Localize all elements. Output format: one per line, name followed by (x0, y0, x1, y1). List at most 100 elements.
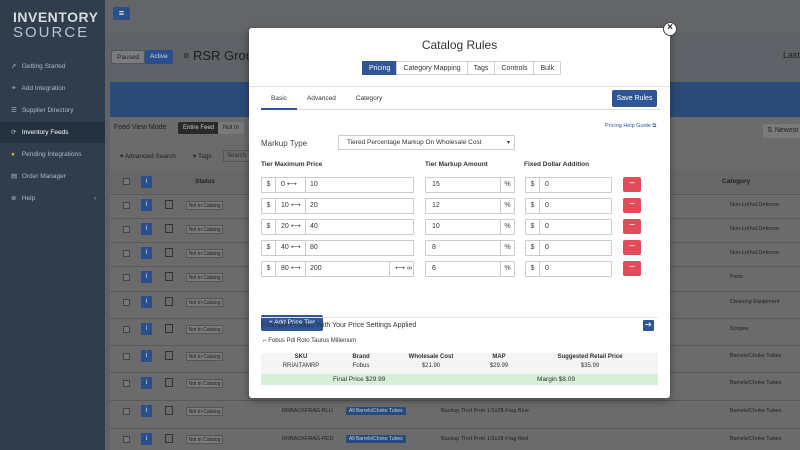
row-checkbox[interactable] (123, 353, 130, 360)
markup-type-select[interactable]: Tiered Percentage Markup On Wholesale Co… (338, 135, 515, 150)
row-checkbox[interactable] (123, 408, 130, 415)
tier-markup-input[interactable]: 12 (432, 202, 440, 209)
tier-min-text: 20 (281, 223, 289, 230)
fixed-dollar-input[interactable]: 0 (545, 202, 549, 209)
row-checkbox[interactable] (123, 326, 130, 333)
remove-tier-button[interactable]: − (623, 219, 641, 234)
sidebar-item-add-integration[interactable]: ⚭ Add Integration (0, 78, 105, 99)
document-icon[interactable] (165, 224, 173, 233)
sidebar-item-supplier-directory[interactable]: ☰ Supplier Directory (0, 100, 105, 121)
hamburger-menu-button[interactable]: ≡ (113, 7, 130, 20)
info-button[interactable]: i (141, 433, 152, 445)
row-checkbox[interactable] (123, 380, 130, 387)
row-checkbox[interactable] (123, 226, 130, 233)
info-button[interactable]: i (141, 350, 152, 362)
row-checkbox[interactable] (123, 299, 130, 306)
tier-max-input[interactable]: 20 (310, 202, 318, 209)
category-column-header[interactable]: Category (722, 178, 751, 185)
info-button[interactable]: i (141, 247, 152, 259)
dollar-addon: $ (526, 262, 540, 276)
info-button[interactable]: i (141, 296, 152, 308)
sort-dropdown[interactable]: ⇅ Newest (763, 124, 800, 138)
sidebar: INVENTORY SOURCE ➚ Getting Started ⚭ Add… (0, 0, 105, 450)
tier-max-input[interactable]: 10 (310, 181, 318, 188)
tier-markup-input[interactable]: 15 (432, 181, 440, 188)
tier-max-input[interactable]: 40 (310, 223, 318, 230)
sidebar-item-inventory-feeds[interactable]: ⟳ Inventory Feeds (0, 122, 105, 143)
info-button[interactable]: i (141, 176, 152, 188)
save-rules-button[interactable]: Save Rules (612, 90, 657, 107)
sort-label: Newest (774, 127, 799, 134)
entire-feed-button[interactable]: Entire Feed (178, 122, 220, 134)
add-price-tier-button[interactable]: + Add Price Tier (261, 315, 323, 331)
table-row[interactable]: i Not In Catalog RRBACKFRAG-RED All Barrels… (110, 428, 800, 449)
category-chip[interactable]: All Barrels/Choke Tubes (346, 407, 406, 415)
tier-min-text: 10 (281, 202, 289, 209)
paused-button[interactable]: Paused (111, 50, 146, 64)
document-icon[interactable] (165, 351, 173, 360)
info-button[interactable]: i (141, 199, 152, 211)
pricing-help-link[interactable]: Pricing Help Guide ⧉ (605, 123, 656, 130)
gear-icon[interactable]: ⚙ (183, 53, 190, 60)
remove-tier-button[interactable]: − (623, 261, 641, 276)
tier-max-input[interactable]: 80 (310, 244, 318, 251)
tab-bulk[interactable]: Bulk (533, 61, 562, 75)
tier-markup-input[interactable]: 8 (432, 244, 436, 251)
tags-dropdown[interactable]: ▾ Tags (193, 153, 212, 160)
not-in-catalog-button[interactable]: Not In (218, 122, 245, 134)
close-modal-button[interactable]: × (663, 22, 677, 36)
fixed-dollar-input[interactable]: 0 (545, 265, 549, 272)
row-checkbox[interactable] (123, 250, 130, 257)
advanced-search-toggle[interactable]: ▾ Advanced Search (120, 153, 177, 160)
feed-title: RSR Grou (193, 48, 253, 63)
modal-title: Catalog Rules (421, 38, 498, 52)
sidebar-item-label: Supplier Directory (21, 107, 74, 114)
tab-tags[interactable]: Tags (466, 61, 496, 75)
document-icon[interactable] (165, 378, 173, 387)
subtab-advanced[interactable]: Advanced (306, 95, 336, 102)
remove-tier-button[interactable]: − (623, 177, 641, 192)
category-cell: Barrels/Choke Tubes (730, 408, 782, 414)
remove-tier-button[interactable]: − (623, 240, 641, 255)
row-checkbox[interactable] (123, 274, 130, 281)
fixed-dollar-input[interactable]: 0 (545, 244, 549, 251)
fixed-dollar-header: Fixed Dollar Addition (524, 161, 590, 168)
info-button[interactable]: i (141, 377, 152, 389)
subtab-basic[interactable]: Basic (261, 88, 297, 110)
double-arrow-icon: ⟷ (290, 265, 301, 272)
row-checkbox[interactable] (123, 202, 130, 209)
tier-markup-input[interactable]: 6 (432, 265, 436, 272)
row-checkbox[interactable] (123, 436, 130, 443)
tab-category-mapping[interactable]: Category Mapping (396, 61, 468, 75)
select-all-checkbox[interactable] (123, 178, 130, 185)
tier-max-input[interactable]: 200 (310, 265, 322, 272)
document-icon[interactable] (165, 297, 173, 306)
info-button[interactable]: i (141, 271, 152, 283)
refresh-icon: ⟳ (11, 129, 17, 136)
document-icon[interactable] (165, 248, 173, 257)
fixed-dollar-input[interactable]: 0 (545, 181, 549, 188)
fixed-dollar-input[interactable]: 0 (545, 223, 549, 230)
document-icon[interactable] (165, 406, 173, 415)
document-icon[interactable] (165, 324, 173, 333)
info-button[interactable]: i (141, 323, 152, 335)
sidebar-item-order-manager[interactable]: ▤ Order Manager (0, 166, 105, 187)
document-icon[interactable] (165, 200, 173, 209)
subtab-category[interactable]: Category (355, 95, 383, 102)
sidebar-item-help[interactable]: ⊕ Help ‹ (0, 188, 105, 209)
info-button[interactable]: i (141, 223, 152, 235)
remove-tier-button[interactable]: − (623, 198, 641, 213)
tab-controls[interactable]: Controls (494, 61, 535, 75)
status-column-header[interactable]: Status (195, 178, 215, 185)
tier-range-group: $0 ⟷ 10 (261, 177, 414, 193)
info-button[interactable]: i (141, 405, 152, 417)
tab-pricing[interactable]: Pricing (362, 61, 398, 75)
category-chip[interactable]: All Barrels/Choke Tubes (346, 435, 406, 443)
sidebar-item-getting-started[interactable]: ➚ Getting Started (0, 56, 105, 77)
document-icon[interactable] (165, 272, 173, 281)
sidebar-item-pending-integrations[interactable]: ● Pending Integrations (0, 144, 105, 165)
table-row[interactable]: i Not In Catalog RRBACKFRAG-BLU All Barrels… (110, 400, 800, 421)
active-button[interactable]: Active (145, 50, 173, 64)
tier-markup-input[interactable]: 10 (432, 223, 440, 230)
document-icon[interactable] (165, 434, 173, 443)
